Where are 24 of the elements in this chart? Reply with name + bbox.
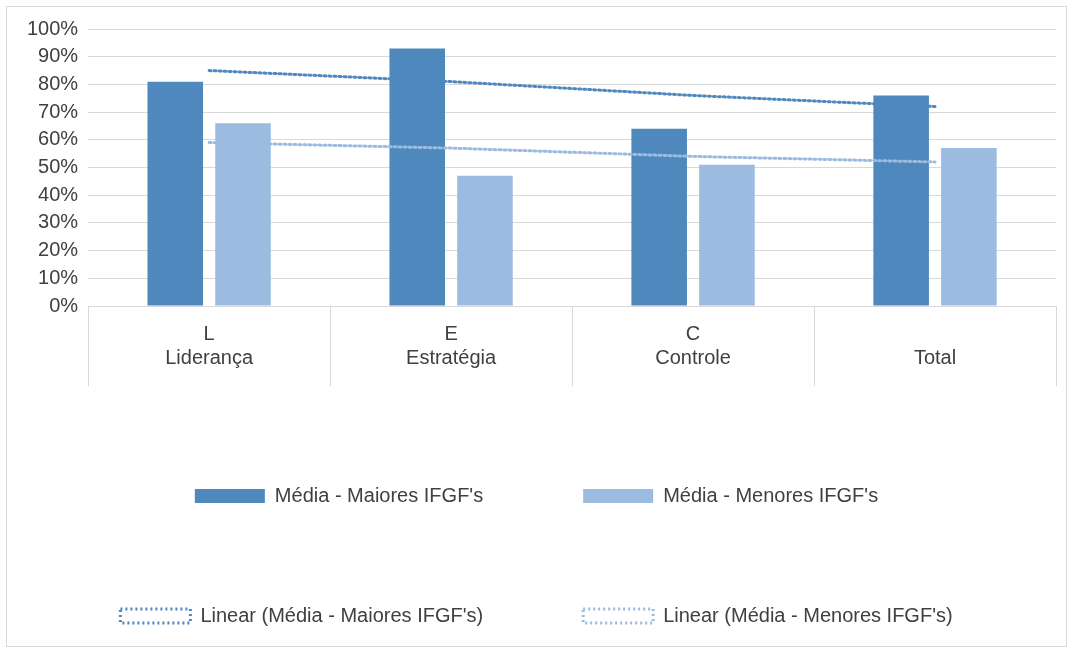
bar xyxy=(631,128,687,306)
y-tick-label: 80% xyxy=(38,71,79,94)
x-tick-label: C Controle xyxy=(655,321,731,368)
bar xyxy=(941,148,997,306)
y-tick-label: 90% xyxy=(38,44,79,67)
x-tick-label: L Liderança xyxy=(165,321,254,368)
y-tick-label: 0% xyxy=(49,293,79,316)
legend-label: Média - Menores IFGF's xyxy=(663,483,879,506)
legend-label: Média - Maiores IFGF's xyxy=(274,483,484,506)
y-tick-label: 40% xyxy=(38,182,79,205)
x-tick-label: Total xyxy=(913,345,957,368)
y-tick-label: 50% xyxy=(38,155,79,178)
y-tick-label: 20% xyxy=(38,238,79,261)
legend-label: Linear (Média - Menores IFGF's) xyxy=(663,603,953,626)
legend-label: Linear (Média - Maiores IFGF's) xyxy=(200,603,484,626)
y-tick-label: 100% xyxy=(27,16,79,39)
y-tick-label: 60% xyxy=(38,127,79,150)
y-tick-label: 10% xyxy=(38,265,79,288)
bar xyxy=(147,81,204,306)
bar xyxy=(699,164,755,306)
y-tick-label: 30% xyxy=(38,210,79,233)
y-tick-label: 70% xyxy=(38,99,79,122)
bar xyxy=(457,175,513,306)
x-tick-label: E Estratégia xyxy=(406,321,497,368)
